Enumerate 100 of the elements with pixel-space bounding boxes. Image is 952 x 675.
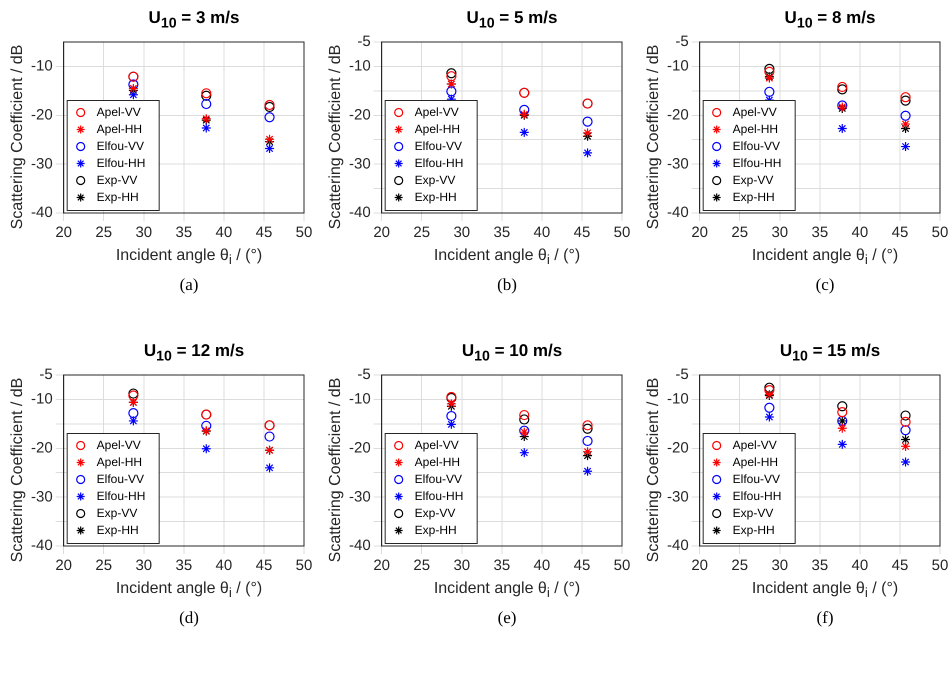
x-tick-label: 35	[493, 224, 510, 242]
legend-label: Elfou-HH	[96, 488, 146, 503]
chart-title: U$_{10}$ = 15 m/s	[778, 341, 882, 364]
legend-label: Apel-HH	[96, 122, 142, 136]
legend-label: Apel-VV	[414, 438, 459, 452]
x-tick-label: 30	[771, 557, 788, 574]
y-tick-label: -10	[666, 390, 689, 408]
x-axis-title: Incident angle θ$_{i}$ / (°)	[114, 580, 264, 600]
y-tick-label: -20	[348, 106, 371, 124]
legend-label: Elfou-HH	[414, 488, 464, 503]
y-tick-label: -20	[666, 439, 689, 456]
x-tick-label: 40	[534, 557, 550, 574]
x-tick-label: 25	[95, 557, 112, 574]
x-tick-label: 50	[614, 557, 630, 574]
legend-label: Apel-VV	[96, 438, 141, 452]
chart-title: U$_{10}$ = 8 m/s	[784, 8, 876, 32]
x-tick-label: 45	[256, 224, 272, 242]
y-axis-title: Scattering Coefficient / dB	[327, 44, 345, 230]
x-axis-title: Incident angle θ$_{i}$ / (°)	[432, 580, 582, 600]
x-tick-label: 40	[852, 557, 868, 574]
y-tick-label: -40	[666, 537, 689, 554]
x-tick-label: 30	[453, 557, 470, 574]
x-tick-label: 25	[731, 557, 748, 574]
legend-label: Exp-HH	[96, 190, 139, 204]
x-tick-label: 25	[95, 224, 112, 242]
legend-label: Elfou-VV	[732, 472, 780, 486]
x-tick-label: 25	[413, 224, 430, 242]
x-axis-title: Incident angle θ$_{i}$ / (°)	[114, 247, 264, 268]
x-tick-label: 45	[574, 224, 590, 242]
y-tick-label: -40	[348, 537, 371, 554]
legend-label: Elfou-HH	[732, 156, 782, 170]
legend-label: Apel-HH	[96, 454, 142, 469]
text: (d)	[178, 608, 200, 628]
y-tick-label: -40	[666, 204, 689, 222]
x-tick-label: 20	[55, 557, 72, 574]
y-tick-label: -20	[348, 439, 371, 456]
legend-label: Exp-VV	[414, 506, 456, 520]
y-tick-label: -30	[30, 488, 53, 506]
x-tick-label: 50	[296, 224, 312, 242]
x-tick-label: 40	[852, 224, 868, 242]
legend-label: Elfou-VV	[414, 138, 462, 153]
x-tick-label: 45	[892, 224, 908, 242]
y-tick-label: -30	[348, 155, 371, 172]
x-axis-title: Incident angle θ$_{i}$ / (°)	[750, 580, 900, 600]
x-tick-label: 45	[574, 557, 590, 574]
x-tick-label: 35	[811, 557, 828, 574]
x-tick-label: 20	[373, 224, 390, 242]
y-axis-title: Scattering Coefficient / dB	[645, 44, 663, 230]
x-tick-label: 20	[373, 557, 390, 574]
legend-label: Exp-HH	[732, 190, 775, 204]
x-tick-label: 25	[731, 224, 748, 242]
legend-label: Elfou-HH	[414, 156, 464, 170]
y-tick-label: -40	[30, 537, 53, 554]
chart-title: U$_{10}$ = 3 m/s	[148, 8, 240, 32]
legend-label: Elfou-HH	[96, 156, 146, 170]
x-tick-label: 35	[811, 224, 828, 242]
legend-label: Apel-VV	[732, 104, 777, 119]
y-tick-label: -10	[348, 390, 371, 408]
legend-label: Exp-HH	[732, 522, 775, 537]
y-axis-title: Scattering Coefficient / dB	[645, 378, 663, 562]
x-tick-label: 30	[135, 224, 152, 242]
legend-label: Apel-VV	[96, 104, 141, 119]
x-tick-label: 35	[175, 224, 192, 242]
y-tick-label: -30	[348, 488, 371, 506]
legend-label: Elfou-VV	[414, 472, 462, 486]
y-axis-title: Scattering Coefficient / dB	[9, 44, 27, 230]
x-tick-label: 30	[453, 224, 470, 242]
legend-label: Exp-HH	[96, 522, 139, 537]
x-tick-label: 35	[493, 557, 510, 574]
x-tick-label: 25	[413, 557, 430, 574]
legend-label: Elfou-HH	[732, 488, 782, 503]
legend-label: Exp-VV	[732, 172, 774, 187]
x-tick-label: 50	[614, 224, 630, 242]
y-tick-label: -10	[30, 58, 53, 75]
y-tick-label: -40	[348, 204, 371, 222]
x-tick-label: 40	[216, 557, 232, 574]
legend-label: Exp-HH	[414, 522, 457, 537]
legend-label: Elfou-VV	[96, 472, 144, 486]
legend-label: Exp-VV	[732, 506, 774, 520]
x-tick-label: 20	[691, 557, 708, 574]
y-tick-label: -5	[357, 366, 371, 384]
chart-title: U$_{10}$ = 5 m/s	[466, 8, 558, 32]
y-axis-title: Scattering Coefficient / dB	[327, 378, 345, 562]
y-tick-label: -30	[666, 488, 689, 506]
x-tick-label: 50	[932, 224, 948, 242]
x-tick-label: 40	[534, 224, 550, 242]
legend-label: Exp-VV	[96, 172, 138, 187]
x-axis-title: Incident angle θ$_{i}$ / (°)	[432, 247, 582, 268]
y-tick-label: -10	[666, 58, 689, 75]
legend-label: Apel-VV	[414, 104, 459, 119]
y-tick-label: -10	[348, 58, 371, 75]
legend-label: Apel-HH	[414, 454, 460, 469]
legend-label: Apel-HH	[732, 122, 778, 136]
legend-label: Apel-HH	[414, 122, 460, 136]
y-tick-label: -40	[30, 204, 53, 222]
y-tick-label: -30	[666, 155, 689, 172]
x-tick-label: 20	[691, 224, 708, 242]
legend-label: Apel-VV	[732, 438, 777, 452]
y-tick-label: -5	[357, 33, 371, 50]
x-tick-label: 30	[771, 224, 788, 242]
